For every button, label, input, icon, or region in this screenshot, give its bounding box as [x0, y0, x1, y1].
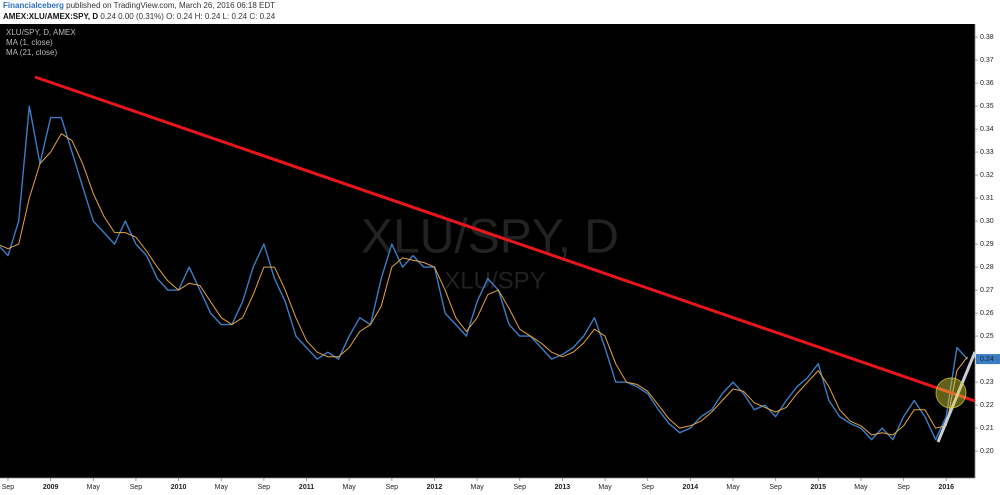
y-tick-label: 0.29: [980, 241, 994, 248]
y-tick-label: 0.36: [980, 80, 994, 87]
x-tick-label: 2015: [810, 484, 826, 491]
x-tick-label: Sep: [130, 484, 143, 491]
x-tick-label: May: [215, 484, 229, 491]
x-tick-label: 2010: [171, 484, 187, 491]
legend-entry: MA (21, close): [6, 48, 57, 57]
x-tick-label: 2012: [427, 484, 443, 491]
chart-title: XLU/SPY, D, AMEX: [6, 28, 76, 37]
x-tick-label: 2013: [555, 484, 571, 491]
y-tick-label: 0.33: [980, 149, 994, 156]
y-tick-label: 0.32: [980, 172, 994, 179]
watermark-sub: XLU/SPY: [444, 267, 545, 294]
y-tick-label: 0.23: [980, 379, 994, 386]
x-tick-label: May: [726, 484, 740, 491]
y-tick-label: 0.21: [980, 425, 994, 432]
x-tick-label: Sep: [641, 484, 654, 491]
series-line: [0, 105, 969, 441]
last-price-box: [976, 354, 1000, 365]
series-line: [0, 133, 968, 436]
y-tick-label: 0.38: [980, 34, 994, 41]
y-tick-label: 0.25: [980, 333, 994, 340]
published-line: published on TradingView.com, March 26, …: [66, 1, 275, 10]
x-tick-label: Sep: [514, 484, 527, 491]
series-layer: [0, 105, 969, 441]
x-tick-label: Sep: [769, 484, 782, 491]
plot-area: [0, 24, 975, 478]
x-tick-label: May: [87, 484, 101, 491]
x-tick-label: Sep: [386, 484, 399, 491]
last-price-label: 0.24: [980, 356, 994, 363]
watermark: XLU/SPY, D: [361, 211, 619, 264]
y-tick-label: 0.37: [980, 57, 994, 64]
x-tick-label: May: [470, 484, 484, 491]
header-line: Financialceberg published on TradingView…: [3, 1, 275, 10]
highlight-circle: [935, 377, 967, 409]
x-tick-label: Sep: [897, 484, 910, 491]
symbol-header: AMEX:XLU/AMEX:SPY, D 0.24 0.00 (0.31%) O…: [3, 12, 276, 21]
x-tick-label: May: [343, 484, 357, 491]
y-tick-label: 0.35: [980, 103, 994, 110]
x-tick-label: Sep: [258, 484, 271, 491]
publisher[interactable]: Financialceberg: [3, 1, 64, 10]
x-tick-label: 2011: [299, 484, 314, 491]
y-tick-label: 0.26: [980, 310, 994, 317]
x-tick-label: 2009: [43, 484, 59, 491]
x-tick-label: May: [598, 484, 612, 491]
y-tick-label: 0.20: [980, 448, 994, 455]
x-tick-label: 2016: [938, 484, 954, 491]
legend-entry: MA (1, close): [6, 38, 53, 47]
breakout-line: [936, 351, 977, 443]
y-tick-label: 0.34: [980, 126, 994, 133]
x-tick-label: Sep: [2, 484, 15, 491]
y-tick-label: 0.28: [980, 264, 994, 271]
y-tick-label: 0.30: [980, 218, 994, 225]
y-tick-label: 0.22: [980, 402, 994, 409]
y-tick-label: 0.27: [980, 287, 994, 294]
quote-line: 0.24 0.00 (0.31%) O: 0.24 H: 0.24 L: 0.2…: [100, 12, 275, 21]
x-tick-label: May: [854, 484, 868, 491]
x-tick-label: 2014: [683, 484, 699, 491]
symbol-line: AMEX:XLU/AMEX:SPY, D: [3, 12, 98, 21]
trend-line: [34, 75, 976, 403]
y-tick-label: 0.31: [980, 195, 994, 202]
